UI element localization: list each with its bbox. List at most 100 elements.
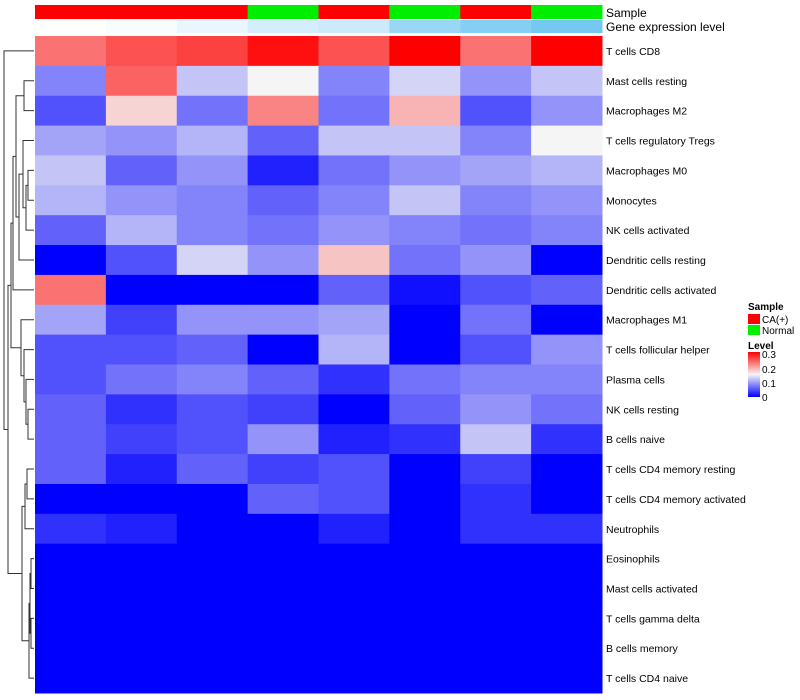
heatmap-cell bbox=[247, 155, 319, 186]
heatmap-cell bbox=[247, 454, 319, 485]
heatmap-cell bbox=[247, 185, 319, 216]
heatmap-cell bbox=[247, 36, 319, 67]
heatmap-cell bbox=[531, 245, 603, 276]
heatmap-cell bbox=[176, 543, 249, 575]
expression-annotation-cell bbox=[105, 20, 178, 33]
row-label: Mast cells activated bbox=[606, 583, 698, 595]
heatmap-cell bbox=[531, 185, 603, 216]
heatmap-cell bbox=[35, 513, 107, 545]
heatmap-cell bbox=[318, 663, 390, 694]
heatmap-cell bbox=[318, 454, 390, 485]
legend-tick-0.1: 0.1 bbox=[762, 379, 776, 390]
heatmap-cell bbox=[105, 95, 178, 127]
expression-annotation-cell bbox=[531, 20, 603, 33]
sample-annotation-cell bbox=[247, 5, 319, 19]
heatmap-cell bbox=[460, 334, 532, 365]
heatmap-cell bbox=[105, 274, 178, 306]
dendrogram-branch bbox=[27, 408, 34, 440]
heatmap-cell bbox=[460, 573, 532, 604]
heatmap-cell bbox=[247, 424, 319, 455]
dendrogram-branch bbox=[3, 50, 34, 430]
legend-level-title: Level bbox=[748, 341, 774, 352]
heatmap-cell bbox=[176, 633, 249, 664]
row-label: B cells naive bbox=[606, 434, 665, 446]
heatmap-cell bbox=[318, 394, 390, 425]
heatmap-cell bbox=[460, 364, 532, 395]
heatmap-cell bbox=[531, 454, 603, 485]
row-label: T cells gamma delta bbox=[606, 613, 700, 625]
heatmap-cell bbox=[389, 304, 461, 336]
dendrogram-branch bbox=[25, 184, 34, 231]
heatmap-cell bbox=[247, 573, 319, 604]
heatmap-cell bbox=[460, 424, 532, 455]
heatmap-cell bbox=[460, 65, 532, 97]
legend-tick-0.3: 0.3 bbox=[762, 350, 776, 361]
heatmap-cell bbox=[318, 364, 390, 395]
heatmap-cell bbox=[35, 543, 107, 575]
heatmap-cell bbox=[460, 454, 532, 485]
heatmap-cell bbox=[176, 483, 249, 515]
heatmap-cell bbox=[247, 633, 319, 664]
heatmap-cell bbox=[176, 65, 249, 97]
expression-annotation-cell bbox=[460, 20, 532, 33]
heatmap-cell bbox=[460, 513, 532, 545]
heatmap-cell bbox=[531, 304, 603, 336]
heatmap-cell bbox=[389, 36, 461, 67]
heatmap-cell bbox=[247, 304, 319, 336]
dendrogram-branch bbox=[27, 169, 34, 201]
heatmap-cells bbox=[35, 36, 603, 694]
heatmap-cell bbox=[460, 155, 532, 186]
row-label: T cells CD8 bbox=[606, 46, 660, 58]
heatmap-cell bbox=[460, 36, 532, 67]
legend-swatch-ca bbox=[748, 314, 760, 324]
heatmap-cell bbox=[531, 633, 603, 664]
dendrogram-branch bbox=[7, 284, 22, 575]
heatmap-cell bbox=[318, 543, 390, 575]
sample-annotation-cell bbox=[531, 5, 603, 19]
heatmap-cell bbox=[247, 95, 319, 127]
heatmap-cell bbox=[318, 155, 390, 186]
legend: Sample CA(+) Normal Level 0.3 0.2 0.1 0 bbox=[748, 302, 794, 404]
heatmap-cell bbox=[105, 65, 178, 97]
heatmap-cell bbox=[35, 274, 107, 306]
heatmap-cell bbox=[389, 603, 461, 634]
heatmap-cell bbox=[247, 364, 319, 395]
dendrogram-branch bbox=[26, 468, 34, 500]
row-label: T cells follicular helper bbox=[606, 345, 710, 357]
legend-swatch-normal bbox=[748, 325, 760, 335]
row-label: NK cells resting bbox=[606, 404, 679, 416]
heatmap-cell bbox=[389, 364, 461, 395]
heatmap-cell bbox=[460, 274, 532, 306]
row-dendrogram bbox=[3, 50, 34, 679]
heatmap-cell bbox=[318, 215, 390, 246]
heatmap-cell bbox=[35, 573, 107, 604]
sample-annotation-cell bbox=[176, 5, 249, 19]
heatmap-cell bbox=[35, 633, 107, 664]
heatmap-cell bbox=[176, 364, 249, 395]
heatmap-cell bbox=[389, 185, 461, 216]
legend-tick-0.2: 0.2 bbox=[762, 365, 776, 376]
heatmap-cell bbox=[318, 185, 390, 216]
heatmap-cell bbox=[460, 215, 532, 246]
heatmap-cell bbox=[318, 603, 390, 634]
expression-annotation-cell bbox=[35, 20, 107, 33]
heatmap-cell bbox=[389, 513, 461, 545]
heatmap-cell bbox=[176, 663, 249, 694]
heatmap-cell bbox=[531, 155, 603, 186]
heatmap-cell bbox=[460, 394, 532, 425]
row-label: Dendritic cells resting bbox=[606, 255, 706, 267]
row-label: NK cells activated bbox=[606, 225, 690, 237]
heatmap-cell bbox=[176, 185, 249, 216]
heatmap-cell bbox=[35, 304, 107, 336]
expression-annotation-cell bbox=[247, 20, 319, 33]
dendrogram-branch bbox=[30, 617, 34, 649]
heatmap-cell bbox=[389, 663, 461, 694]
heatmap-cell bbox=[389, 394, 461, 425]
heatmap-cell bbox=[389, 125, 461, 156]
heatmap-cell bbox=[531, 95, 603, 127]
heatmap-cell bbox=[318, 513, 390, 545]
heatmap-cell bbox=[531, 663, 603, 694]
row-label: T cells regulatory Tregs bbox=[606, 136, 715, 148]
heatmap-cell bbox=[318, 125, 390, 156]
heatmap-cell bbox=[247, 334, 319, 365]
